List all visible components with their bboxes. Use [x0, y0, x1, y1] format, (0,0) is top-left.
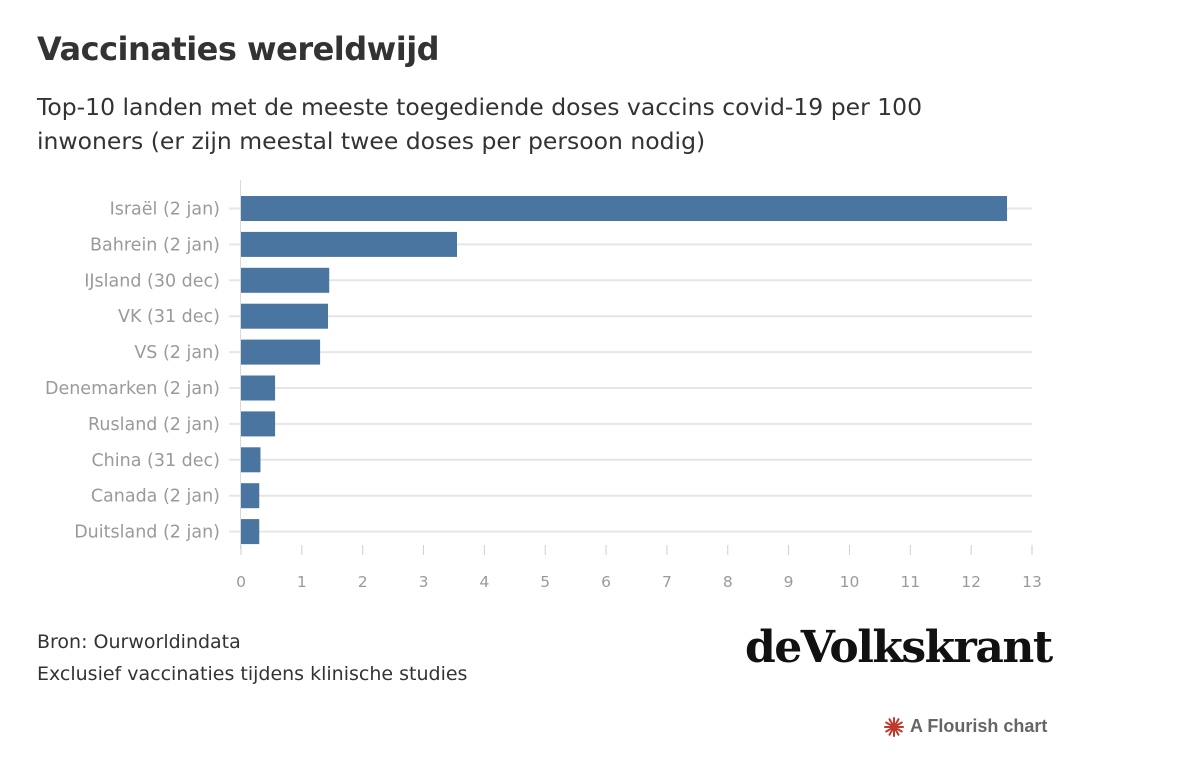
brand-logo: deVolkskrant	[745, 622, 1053, 673]
flourish-credit[interactable]: A Flourish chart	[884, 716, 1047, 737]
bar	[241, 483, 260, 509]
x-tick-label: 7	[662, 573, 672, 591]
bar	[241, 519, 260, 545]
category-label: Denemarken (2 jan)	[45, 379, 220, 399]
category-labels: Israël (2 jan) Bahrein (2 jan) IJsland (30…	[45, 200, 220, 543]
category-label: Duitsland (2 jan)	[74, 523, 220, 543]
flourish-star-icon	[884, 716, 904, 737]
footer: Bron: Ourworldindata Exclusief vaccinati…	[37, 626, 467, 690]
category-label: Canada (2 jan)	[91, 487, 220, 507]
exclusion-note: Exclusief vaccinaties tijdens klinische …	[37, 663, 468, 685]
category-label: IJsland (30 dec)	[84, 271, 220, 291]
x-tick-label: 8	[723, 573, 733, 591]
x-tick-label: 4	[479, 573, 489, 591]
chart-title: Vaccinaties wereldwijd	[37, 30, 440, 68]
x-tick-label: 1	[297, 573, 307, 591]
x-tick-label: 9	[784, 573, 794, 591]
bars	[241, 196, 1008, 545]
category-label: VK (31 dec)	[118, 307, 220, 327]
x-tick-label: 10	[840, 573, 860, 591]
bar	[241, 411, 276, 437]
x-tick-label: 12	[961, 573, 981, 591]
x-tick-label: 2	[358, 573, 368, 591]
bar	[241, 231, 458, 257]
x-axis: 0 1 2 3 4 5 6 7 8 9 10 11 12 13	[236, 545, 1042, 591]
flourish-label: A Flourish chart	[910, 716, 1048, 736]
category-label: China (31 dec)	[91, 451, 220, 471]
x-tick-label: 3	[419, 573, 429, 591]
category-label: VS (2 jan)	[134, 343, 220, 363]
bar	[241, 339, 321, 365]
bar	[241, 447, 261, 473]
x-tick-label: 13	[1022, 573, 1042, 591]
category-label: Bahrein (2 jan)	[90, 235, 220, 255]
bar	[241, 303, 329, 329]
bar	[241, 267, 330, 293]
category-label: Rusland (2 jan)	[88, 415, 220, 435]
bar-chart: Israël (2 jan) Bahrein (2 jan) IJsland (30…	[45, 180, 1042, 591]
x-tick-label: 11	[900, 573, 920, 591]
bar	[241, 196, 1008, 221]
source-note: Bron: Ourworldindata	[37, 631, 241, 653]
category-label: Israël (2 jan)	[110, 200, 220, 220]
x-tick-label: 5	[540, 573, 550, 591]
chart-subtitle: Top-10 landen met de meeste toegediende …	[37, 93, 923, 155]
bar	[241, 375, 276, 401]
x-tick-label: 6	[601, 573, 611, 591]
x-tick-label: 0	[236, 573, 246, 591]
